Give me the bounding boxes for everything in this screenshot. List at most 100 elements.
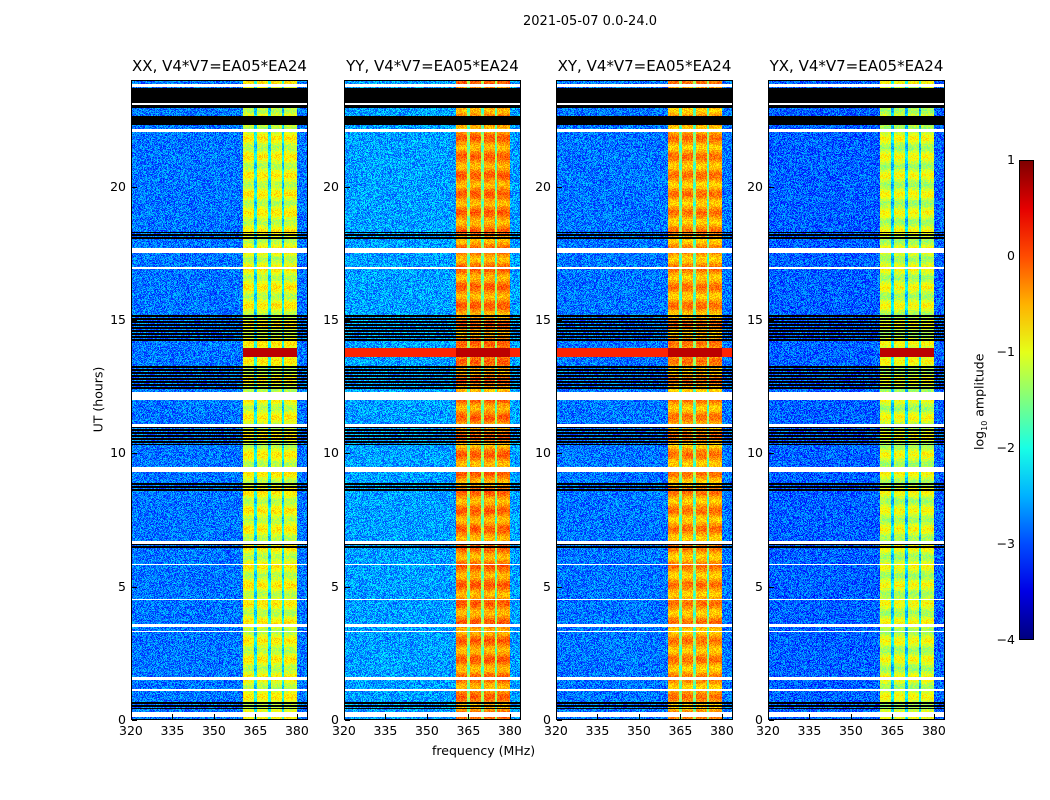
panel-title: XY, V4*V7=EA05*EA24: [557, 57, 732, 75]
x-tick-label: 320: [544, 723, 568, 738]
y-tick-label: 20: [110, 178, 126, 194]
x-tick-label: 335: [797, 723, 822, 738]
x-tick-label: 350: [626, 723, 651, 738]
y-tick-label: 5: [118, 578, 126, 594]
x-tick-mark: [809, 714, 811, 719]
x-tick-mark: [721, 714, 723, 719]
x-tick-mark: [344, 714, 345, 719]
y-tick-label: 0: [755, 712, 763, 727]
x-tick-label: 365: [668, 723, 693, 738]
x-tick-label: 380: [497, 723, 522, 738]
x-tick-label: 365: [456, 723, 481, 738]
colorbar-tick-label: 0: [1007, 248, 1015, 263]
y-axis-label: UT (hours): [90, 366, 106, 433]
x-tick-mark: [172, 714, 174, 719]
y-tick-mark: [345, 453, 350, 455]
y-tick-label: 15: [747, 312, 763, 327]
x-tick-label: 350: [201, 723, 226, 738]
y-tick-label: 10: [323, 445, 339, 461]
axes-frame: [131, 80, 308, 720]
colorbar-tick-label: −3: [996, 536, 1015, 551]
y-tick-mark: [132, 453, 137, 455]
x-tick-mark: [892, 714, 894, 719]
y-tick-label: 0: [118, 712, 126, 727]
x-tick-mark: [933, 714, 935, 719]
y-tick-label: 5: [331, 578, 339, 594]
colorbar-tick-label: 1: [1007, 152, 1015, 167]
x-tick-mark: [468, 714, 470, 719]
x-tick-label: 380: [921, 723, 946, 738]
x-tick-mark: [768, 714, 769, 719]
y-tick-mark: [557, 720, 562, 721]
y-tick-mark: [345, 720, 350, 721]
x-tick-label: 320: [332, 723, 356, 738]
x-tick-label: 380: [709, 723, 734, 738]
axes-frame: [768, 80, 945, 720]
waterfall-heatmap: [131, 80, 308, 720]
y-tick-mark: [345, 586, 350, 588]
y-tick-mark: [132, 186, 137, 188]
x-tick-mark: [850, 714, 852, 719]
y-tick-mark: [557, 453, 562, 455]
y-tick-mark: [557, 186, 562, 188]
x-tick-label: 350: [838, 723, 863, 738]
y-tick-label: 5: [543, 578, 551, 594]
y-tick-mark: [769, 186, 774, 188]
panel-yx: YX, V4*V7=EA05*EA24 320 335 350 365 380 0 5 10 15…: [747, 57, 946, 738]
x-tick-mark: [426, 714, 428, 719]
y-tick-label: 15: [535, 312, 551, 327]
y-tick-label: 10: [747, 445, 763, 461]
x-tick-mark: [385, 714, 387, 719]
x-tick-mark: [509, 714, 511, 719]
y-tick-label: 0: [331, 712, 339, 727]
panel-title: XX, V4*V7=EA05*EA24: [132, 57, 307, 75]
x-tick-label: 335: [373, 723, 398, 738]
colorbar-tick-label: −2: [996, 440, 1015, 455]
y-tick-mark: [132, 720, 137, 721]
y-tick-mark: [769, 720, 774, 721]
x-tick-mark: [296, 714, 298, 719]
x-tick-mark: [131, 714, 132, 719]
x-tick-label: 365: [880, 723, 905, 738]
x-tick-label: 335: [585, 723, 610, 738]
axes-frame: [556, 80, 733, 720]
y-tick-mark: [345, 320, 350, 321]
y-tick-label: 20: [535, 178, 551, 194]
y-tick-mark: [345, 186, 350, 188]
x-tick-label: 365: [243, 723, 268, 738]
panel-yy: YY, V4*V7=EA05*EA24 320 335 350 365 380 0 5 10 15…: [323, 57, 522, 738]
x-axis-label: frequency (MHz): [432, 743, 536, 758]
x-tick-mark: [213, 714, 215, 719]
x-tick-label: 320: [756, 723, 780, 738]
x-tick-mark: [638, 714, 640, 719]
y-tick-mark: [132, 320, 137, 321]
x-tick-mark: [556, 714, 557, 719]
waterfall-heatmap: [344, 80, 521, 720]
panel-title: YY, V4*V7=EA05*EA24: [346, 57, 519, 75]
colorbar-label: log10 amplitude: [971, 353, 989, 450]
y-tick-mark: [769, 586, 774, 588]
colorbar-tick-label: −4: [996, 632, 1015, 647]
y-tick-label: 15: [110, 312, 126, 327]
panel-xx: XX, V4*V7=EA05*EA24 320 335 350 365 380 0 5 10 15…: [110, 57, 309, 738]
axes-frame: [344, 80, 521, 720]
colorbar-tick-label: −1: [996, 344, 1015, 359]
x-tick-label: 380: [284, 723, 309, 738]
y-tick-label: 10: [110, 445, 126, 461]
colorbar: [1019, 160, 1034, 640]
figure-title: 2021-05-07 0.0-24.0: [523, 14, 657, 29]
y-tick-mark: [132, 586, 137, 588]
y-tick-label: 20: [747, 178, 763, 194]
x-tick-mark: [597, 714, 599, 719]
y-tick-mark: [557, 320, 562, 321]
y-tick-mark: [557, 586, 562, 588]
x-tick-label: 320: [119, 723, 143, 738]
y-tick-label: 15: [323, 312, 339, 327]
y-tick-label: 10: [535, 445, 551, 461]
panel-xy: XY, V4*V7=EA05*EA24 320 335 350 365 380 0 5 10 15…: [535, 57, 734, 738]
x-tick-mark: [255, 714, 257, 719]
y-tick-label: 5: [755, 578, 763, 594]
y-tick-label: 0: [543, 712, 551, 727]
y-tick-mark: [769, 453, 774, 455]
